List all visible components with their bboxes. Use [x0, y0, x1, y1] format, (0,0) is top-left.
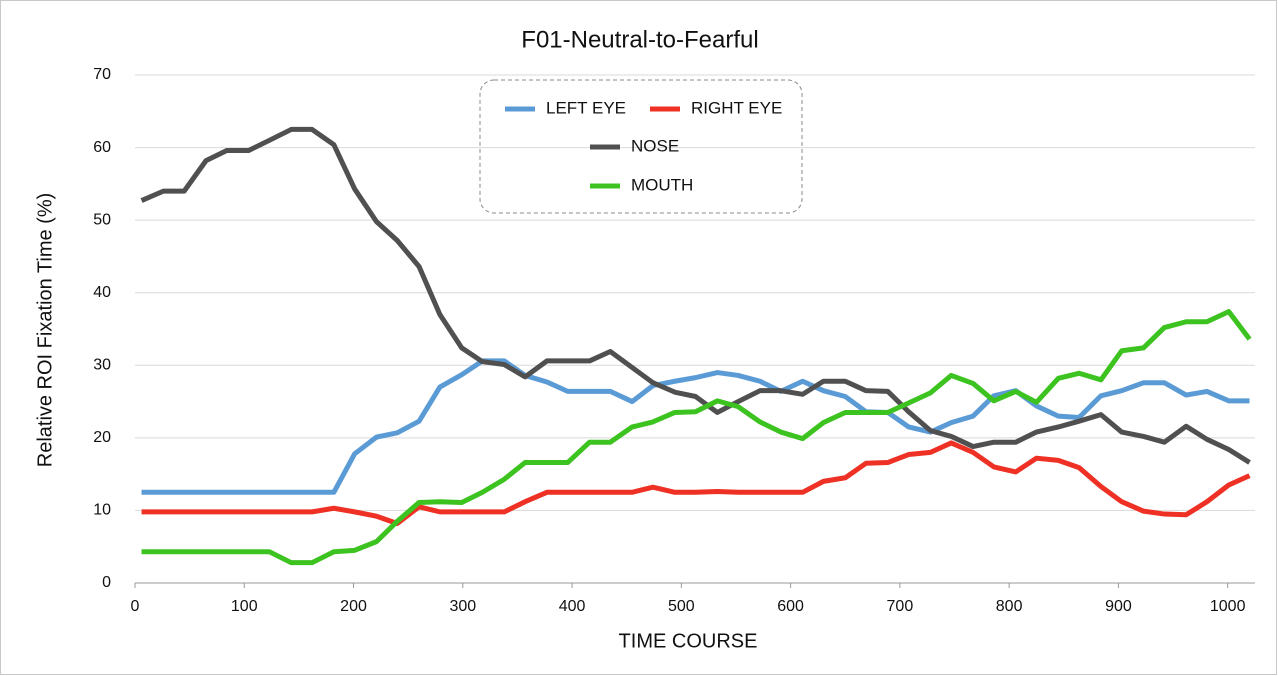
- x-tick-label: 100: [231, 598, 258, 615]
- y-axis-label: Relative ROI Fixation Time (%): [34, 193, 56, 468]
- chart-title: F01-Neutral-to-Fearful: [521, 26, 758, 53]
- x-tick-label: 1000: [1210, 598, 1246, 615]
- y-tick-label: 60: [93, 139, 111, 156]
- line-series: [141, 309, 1252, 566]
- x-tick-label: 900: [1105, 598, 1132, 615]
- x-tick-label: 200: [340, 598, 367, 615]
- y-tick-label: 70: [93, 66, 111, 83]
- y-tick-label: 50: [93, 211, 111, 228]
- y-tick-label: 10: [93, 502, 111, 519]
- x-tick-label: 600: [777, 598, 804, 615]
- x-axis-label: TIME COURSE: [619, 630, 758, 652]
- x-tick-label: 300: [449, 598, 476, 615]
- legend-label: MOUTH: [631, 175, 693, 194]
- legend-label: NOSE: [631, 136, 679, 155]
- legend-box: [479, 79, 803, 214]
- y-tick-label: 20: [93, 429, 111, 446]
- x-tick-label: 700: [887, 598, 914, 615]
- x-tick-label: 400: [559, 598, 586, 615]
- legend-label: RIGHT EYE: [691, 98, 782, 117]
- y-tick-label: 0: [102, 574, 111, 591]
- x-tick-label: 0: [131, 598, 140, 615]
- y-tick-label: 40: [93, 284, 111, 301]
- line-series: [141, 440, 1251, 526]
- legend-label: LEFT EYE: [546, 98, 626, 117]
- x-tick-label: 800: [996, 598, 1023, 615]
- x-tick-label: 500: [668, 598, 695, 615]
- line-series: [140, 126, 1251, 465]
- line-series: [141, 358, 1250, 495]
- y-tick-label: 30: [93, 357, 111, 374]
